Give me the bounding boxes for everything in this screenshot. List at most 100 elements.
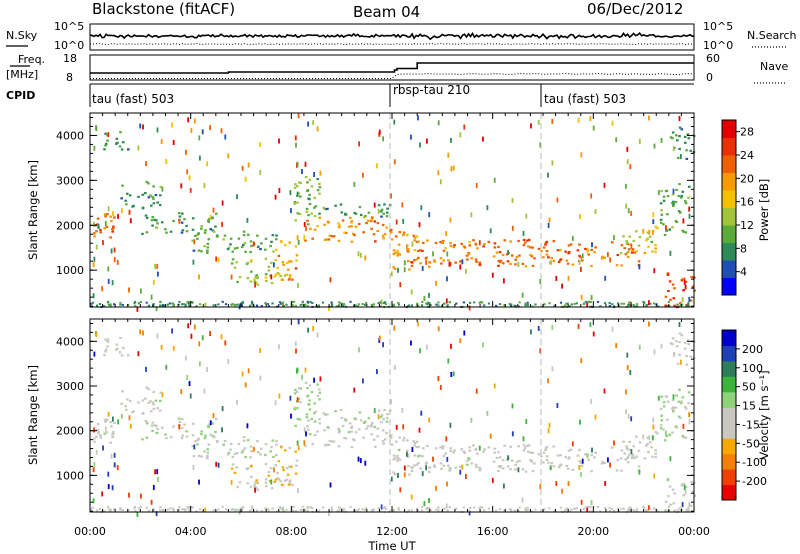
echo-cell (113, 462, 116, 468)
echo-cell (238, 276, 242, 279)
echo-cell (688, 206, 691, 212)
echo-cell (103, 354, 106, 357)
power-colorbar-label: Power [dB] (757, 179, 771, 242)
echo-cell (446, 481, 448, 487)
echo-cell (678, 388, 681, 391)
echo-cell (406, 451, 408, 457)
echo-cell (227, 246, 231, 249)
echo-cell (620, 264, 623, 267)
echo-cell (371, 305, 374, 308)
echo-cell (674, 220, 678, 223)
echo-cell (382, 237, 385, 240)
echo-cell (553, 509, 556, 512)
echo-cell (126, 192, 129, 195)
echo-cell (327, 238, 331, 241)
echo-cell (442, 259, 446, 262)
echo-cell (172, 345, 175, 351)
echo-cell (667, 495, 670, 498)
echo-cell (297, 397, 301, 401)
echo-cell (109, 441, 112, 444)
echo-cell (209, 331, 211, 336)
echo-cell (672, 502, 676, 505)
echo-cell (580, 152, 583, 158)
echo-cell (106, 213, 109, 216)
echo-cell (139, 123, 142, 129)
echo-cell (442, 249, 446, 252)
echo-cell (327, 443, 331, 446)
echo-cell (478, 240, 481, 246)
echo-cell (617, 302, 620, 305)
echo-cell (448, 261, 451, 267)
echo-cell (630, 449, 633, 455)
echo-cell (303, 234, 306, 240)
colorbar-swatch (722, 277, 736, 296)
echo-cell (426, 138, 428, 144)
echo-cell (256, 440, 259, 443)
echo-cell (159, 185, 163, 189)
echo-cell (277, 254, 281, 257)
echo-cell (95, 230, 98, 233)
echo-cell (290, 413, 292, 419)
echo-cell (673, 304, 676, 307)
echo-cell (677, 210, 681, 213)
echo-cell (459, 469, 462, 475)
echo-cell (99, 228, 102, 231)
echo-cell (498, 508, 502, 511)
echo-cell (467, 458, 471, 461)
echo-cell (197, 249, 201, 252)
echo-cell (215, 256, 218, 262)
echo-cell (296, 235, 299, 241)
echo-cell (147, 387, 150, 391)
echo-cell (374, 240, 377, 243)
echo-cell (159, 391, 163, 394)
echo-cell (311, 443, 314, 446)
echo-cell (110, 219, 113, 223)
echo-cell (380, 414, 384, 417)
echo-cell (422, 447, 425, 450)
echo-cell (608, 510, 611, 512)
colorbar-swatch (722, 172, 736, 191)
echo-cell (657, 305, 660, 308)
echo-cell (669, 503, 672, 506)
echo-cell (465, 459, 469, 463)
echo-cell (187, 302, 190, 305)
echo-cell (652, 417, 655, 423)
echo-cell (199, 155, 201, 161)
echo-cell (297, 319, 300, 325)
echo-cell (107, 484, 110, 490)
echo-cell (403, 465, 406, 471)
echo-cell (264, 443, 268, 446)
echo-cell (648, 435, 651, 441)
echo-cell (679, 507, 682, 510)
echo-cell (466, 463, 469, 466)
echo-cell (666, 400, 670, 403)
y-tick-label: 3000 (56, 380, 84, 393)
echo-cell (96, 423, 100, 426)
echo-cell (643, 457, 647, 460)
echo-cell (681, 435, 685, 438)
echo-cell (296, 161, 299, 167)
echo-cell (678, 147, 681, 150)
echo-cell (227, 451, 231, 455)
echo-cell (687, 302, 690, 305)
echo-cell (196, 233, 199, 236)
colorbar-tick-label: 200 (742, 343, 763, 356)
echo-cell (545, 250, 549, 253)
echo-cell (316, 430, 319, 433)
echo-cell (447, 464, 450, 467)
echo-cell (559, 463, 563, 466)
echo-cell (549, 260, 552, 266)
echo-cell (625, 241, 629, 244)
echo-cell (277, 478, 281, 481)
echo-cell (505, 253, 509, 256)
echo-cell (330, 301, 333, 304)
echo-cell (180, 183, 183, 189)
echo-cell (180, 221, 184, 224)
echo-cell (681, 483, 685, 486)
echo-cell (671, 399, 675, 402)
echo-cell (341, 219, 345, 222)
echo-cell (344, 418, 347, 421)
echo-cell (250, 505, 254, 508)
echo-cell (596, 506, 600, 508)
echo-cell (548, 507, 551, 510)
